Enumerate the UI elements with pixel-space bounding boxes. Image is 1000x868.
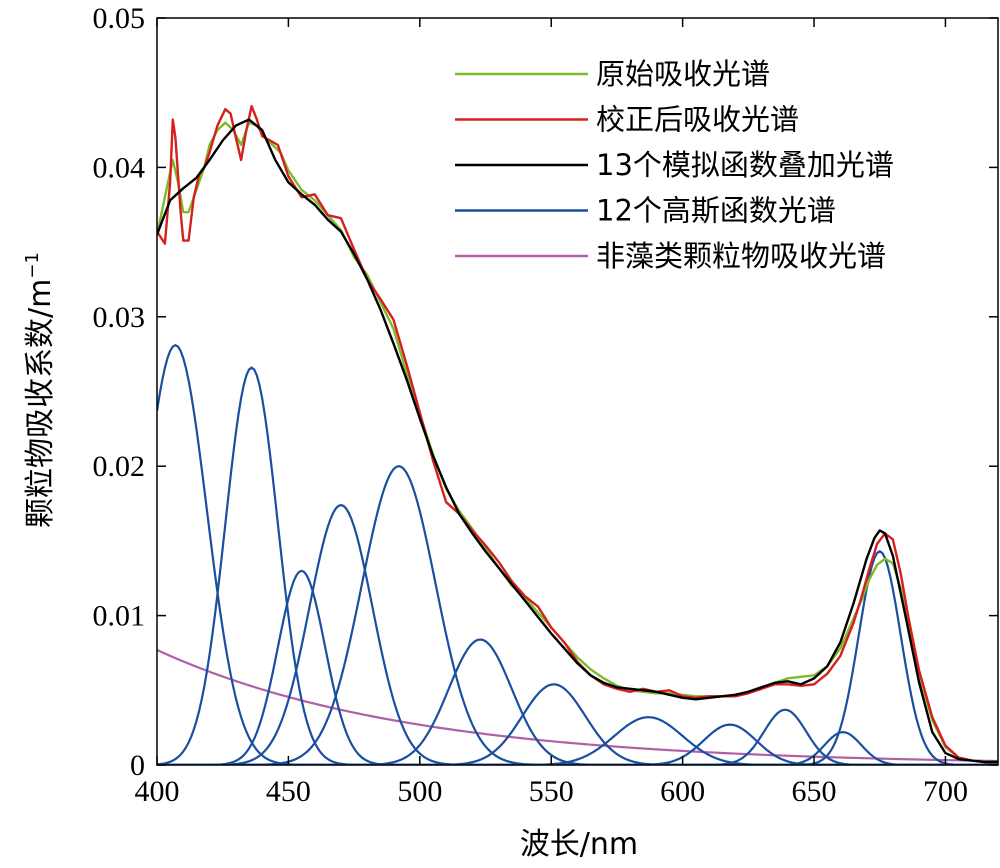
x-tick-label-500: 500 <box>397 775 442 808</box>
series-gaussian-component-4 <box>157 503 998 765</box>
y-axis-title-main: 颗粒物吸收系数/m <box>23 279 58 528</box>
y-axis-title-superscript: −1 <box>22 252 43 279</box>
legend-label-2: 校正后吸收光谱 <box>596 103 799 137</box>
series-gaussian-component-12 <box>157 550 998 765</box>
y-tick-label-4: 0.04 <box>93 151 146 184</box>
y-tick-label-0: 0 <box>130 749 145 782</box>
y-tick-label-3: 0.03 <box>93 301 146 334</box>
x-tick-label-550: 550 <box>529 775 574 808</box>
series-gaussian-component-5 <box>157 465 998 765</box>
series-gaussian-component-7 <box>157 683 998 765</box>
y-axis-title: 颗粒物吸收系数/m−1 <box>22 252 58 528</box>
x-tick-label-600: 600 <box>660 775 705 808</box>
series-gaussian-component-8 <box>157 716 998 765</box>
x-tick-label-650: 650 <box>792 775 837 808</box>
legend-label-1: 原始吸收光谱 <box>596 57 770 91</box>
x-tick-label-700: 700 <box>923 775 968 808</box>
y-tick-label-5: 0.05 <box>93 2 146 35</box>
plot-frame <box>156 17 999 766</box>
series-fitted-sum-line <box>157 118 998 764</box>
x-tick-label-400: 400 <box>135 775 180 808</box>
series-nonalgal-particle-line <box>157 648 998 763</box>
y-tick-label-2: 0.02 <box>93 450 146 483</box>
y-tick-label-1: 0.01 <box>93 600 146 633</box>
axes-layer: 400 450 500 550 600 650 700 0 0.01 0.02 0.03 0.04 0.… <box>93 2 999 808</box>
series-original-absorption-line <box>157 121 998 764</box>
series-corrected-absorption-line <box>157 104 998 764</box>
series-gaussian-component-3 <box>157 569 998 765</box>
plot-area <box>157 104 998 765</box>
series-gaussian-component-11 <box>157 731 998 765</box>
x-tick-label-450: 450 <box>266 775 311 808</box>
x-axis-title: 波长/nm <box>520 827 638 862</box>
legend-label-4: 12个高斯函数光谱 <box>596 194 836 228</box>
series-gaussian-component-2 <box>157 366 998 765</box>
curves-layer <box>157 104 998 765</box>
legend-label-3: 13个模拟函数叠加光谱 <box>596 148 894 182</box>
series-gaussian-component-1 <box>157 343 998 765</box>
legend-label-5: 非藻类颗粒物吸收光谱 <box>596 239 886 273</box>
